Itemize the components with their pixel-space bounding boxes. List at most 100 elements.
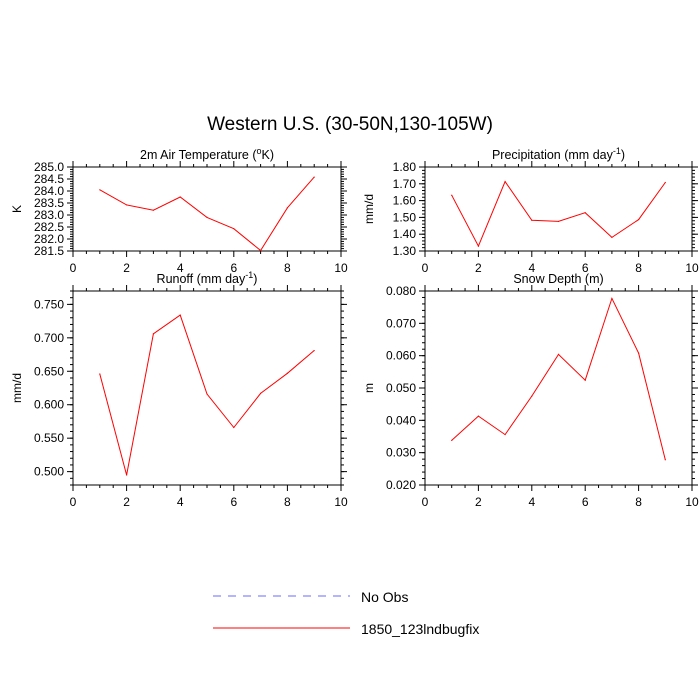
x-tick-label: 4 [528,495,535,509]
panel-title: Precipitation (mm day-1) [492,146,625,162]
data-point [557,220,560,223]
plot-frame [72,290,342,486]
x-tick-label: 10 [334,261,348,275]
data-point [611,236,613,238]
data-point [99,189,101,191]
x-tick-label: 0 [422,495,429,509]
data-point [477,415,479,417]
x-tick-label: 8 [635,261,642,275]
x-tick-label: 6 [230,495,237,509]
data-point [260,249,262,252]
data-point [451,194,453,196]
series-line [451,180,666,248]
x-tick-label: 8 [635,495,642,509]
y-axis-label: mm/d [362,194,376,224]
data-point [99,373,101,375]
x-tick-label: 10 [685,261,699,275]
x-tick-label: 4 [177,495,184,509]
data-point [126,204,128,206]
y-tick-label: 0.600 [34,398,64,412]
x-tick-label: 2 [123,495,130,509]
y-tick-label: 0.550 [34,431,64,445]
data-point [638,218,640,221]
data-point [152,209,154,211]
data-point [206,216,208,218]
chart-panel-2: 0 2 4 6 8 10 0.500 0.550 0.600 0.650 0.700 0.750 mm/… [10,270,348,509]
y-tick-label: 283.0 [34,208,64,222]
y-axis-label: mm/d [10,373,24,403]
data-point [313,349,315,352]
panel-title: Snow Depth (m) [513,272,603,286]
y-tick-label: 0.700 [34,331,64,345]
data-point [584,212,586,214]
data-point [126,474,128,476]
chart-panel-1: 0 2 4 6 8 10 1.30 1.40 1.50 1.60 1.70 1.80 mm/d Preci… [362,146,699,275]
y-tick-label: 1.70 [393,177,417,191]
data-point [557,353,560,355]
y-tick-label: 0.500 [34,465,64,479]
y-tick-label: 282.0 [34,232,64,246]
x-tick-label: 6 [582,495,589,509]
panel-title: 2m Air Temperature (oK) [140,146,274,162]
y-tick-label: 281.5 [34,244,64,258]
x-tick-label: 8 [284,261,291,275]
y-tick-label: 0.040 [386,413,416,427]
figure-title: Western U.S. (30-50N,130-105W) [207,114,493,135]
y-tick-label: 0.020 [386,478,416,492]
x-tick-label: 2 [123,261,130,275]
x-tick-label: 10 [334,495,348,509]
data-point [260,392,262,394]
x-tick-label: 0 [70,495,77,509]
plot-frame [424,290,693,486]
series-line [99,314,315,476]
data-point [477,245,479,247]
x-tick-label: 4 [177,261,184,275]
x-tick-label: 6 [230,261,237,275]
y-tick-label: 1.80 [393,160,417,174]
data-point [451,439,453,441]
y-tick-label: 1.60 [393,194,417,208]
y-axis-label: K [10,205,24,213]
y-tick-label: 0.050 [386,381,416,395]
data-point [504,181,506,183]
x-tick-label: 0 [422,261,429,275]
y-tick-label: 0.750 [34,297,64,311]
y-tick-label: 284.0 [34,184,64,198]
series-line [451,297,666,460]
y-tick-label: 0.080 [386,284,416,298]
plot-frame [424,166,693,252]
series-line [99,176,315,252]
y-tick-label: 0.060 [386,349,416,363]
data-point [638,352,640,354]
plot-frame [72,166,342,252]
data-point [152,333,154,335]
data-point [664,459,666,461]
data-point [504,433,506,436]
y-tick-label: 0.030 [386,446,416,460]
y-tick-label: 283.5 [34,196,64,210]
data-point [286,207,288,209]
legend-label-no-obs: No Obs [361,589,408,605]
legend-label-model: 1850_123lndbugfix [361,621,479,637]
y-tick-label: 1.50 [393,210,417,224]
data-point [664,181,666,184]
data-point [233,426,235,429]
data-point [206,393,208,395]
y-axis-label: m [362,383,376,393]
x-tick-label: 10 [685,495,699,509]
y-tick-label: 284.5 [34,172,64,186]
data-point [313,176,315,178]
data-point [584,379,586,381]
data-point [233,228,235,230]
y-tick-label: 285.0 [34,160,64,174]
data-point [531,219,533,221]
data-point [531,395,533,397]
chart-panel-3: 0 2 4 6 8 10 0.020 0.030 0.040 0.050 0.060 0.070 0.0… [362,272,699,509]
x-tick-label: 2 [475,261,482,275]
data-point [611,297,613,300]
legend: No Obs 1850_123lndbugfix [213,589,479,637]
y-tick-label: 1.30 [393,244,417,258]
chart-panels: 0 2 4 6 8 10281.5282.0282.5283.0283.5284.0284… [10,146,699,509]
x-tick-label: 6 [582,261,589,275]
